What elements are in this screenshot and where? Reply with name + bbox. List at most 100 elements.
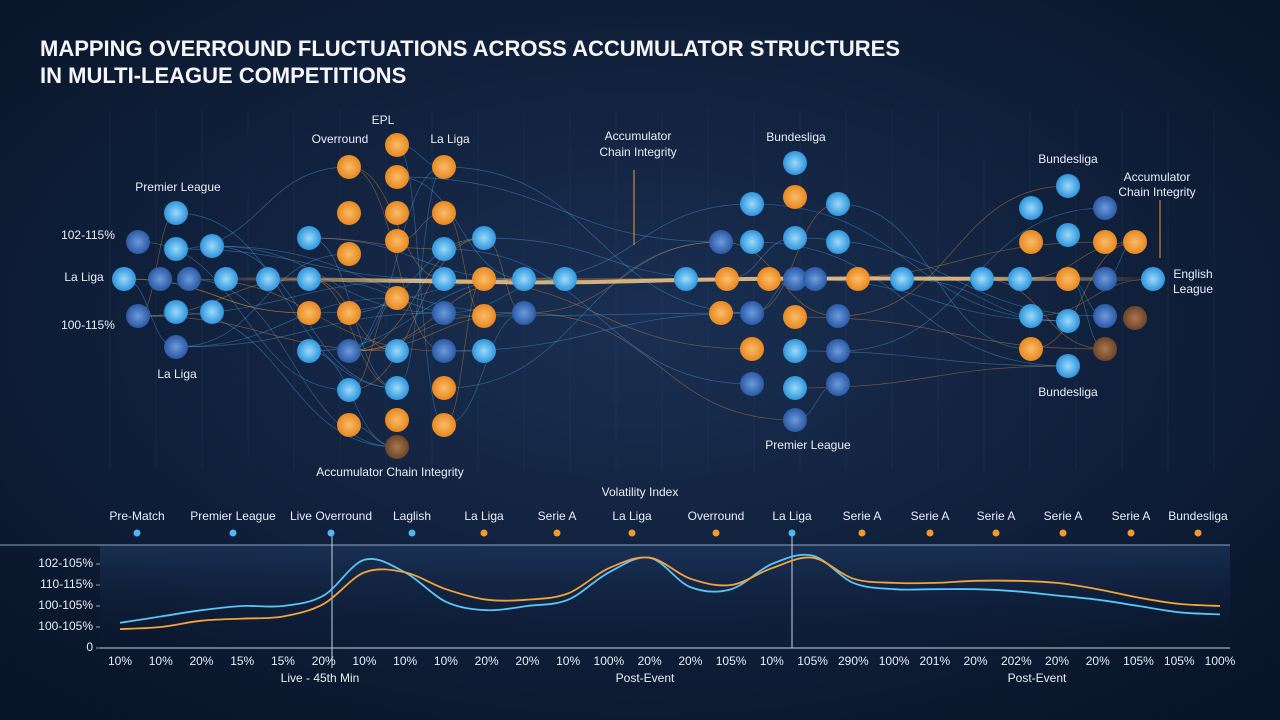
node-label: English (1173, 267, 1212, 281)
node (126, 230, 150, 254)
node-label: Accumulator (605, 129, 672, 143)
node (890, 267, 914, 291)
node (715, 267, 739, 291)
node (337, 413, 361, 437)
node (337, 378, 361, 402)
link (175, 312, 445, 348)
y-tick-label: 0 (86, 640, 93, 654)
marker-label: Bundesliga (1168, 509, 1228, 523)
node (740, 301, 764, 325)
node (148, 267, 172, 291)
x-tick-label: 100% (1205, 654, 1236, 668)
node (512, 301, 536, 325)
node (126, 304, 150, 328)
node (740, 192, 764, 216)
link (348, 315, 485, 352)
node-label: La Liga (157, 367, 197, 381)
node (1008, 267, 1032, 291)
node-label: Bundesliga (1038, 152, 1098, 166)
node (337, 201, 361, 225)
x-tick-label: 15% (271, 654, 295, 668)
x-tick-label: 10% (352, 654, 376, 668)
node (337, 155, 361, 179)
node (1141, 267, 1165, 291)
x-tick-label: 10% (760, 654, 784, 668)
marker-dot (133, 529, 141, 537)
link (443, 312, 753, 352)
node (432, 201, 456, 225)
x-tick-label: 100% (594, 654, 625, 668)
marker-label: Serie A (1112, 509, 1151, 523)
node (337, 301, 361, 325)
node (826, 339, 850, 363)
node-label: Accumulator (1124, 170, 1191, 184)
node (1123, 306, 1147, 330)
node (1093, 267, 1117, 291)
x-tick-label: 20% (678, 654, 702, 668)
series-line (119, 556, 1221, 630)
node (1056, 174, 1080, 198)
annotation: Post-Event (616, 671, 675, 685)
link (396, 176, 525, 280)
marker-dot (1127, 529, 1135, 537)
link (348, 166, 445, 352)
x-tick-label: 20% (189, 654, 213, 668)
node (337, 339, 361, 363)
node (553, 267, 577, 291)
node (432, 376, 456, 400)
marker-label: La Liga (772, 509, 812, 523)
node (826, 230, 850, 254)
x-tick-label: 20% (1086, 654, 1110, 668)
node (472, 267, 496, 291)
link (348, 166, 445, 352)
marker-label: Serie A (538, 509, 577, 523)
node (297, 226, 321, 250)
link (175, 212, 398, 389)
x-tick-label: 10% (393, 654, 417, 668)
node (164, 300, 188, 324)
node (1093, 337, 1117, 361)
marker-label: La Liga (464, 509, 504, 523)
marker-dot (327, 529, 335, 537)
node (826, 192, 850, 216)
node (297, 339, 321, 363)
link (348, 237, 485, 314)
node (1056, 223, 1080, 247)
node (740, 372, 764, 396)
node (385, 435, 409, 459)
node (740, 230, 764, 254)
annotation: Post-Event (1008, 671, 1067, 685)
node (1056, 309, 1080, 333)
node (709, 301, 733, 325)
link (751, 203, 839, 314)
node (783, 185, 807, 209)
link (443, 166, 753, 314)
node-label: 102-115% (61, 228, 115, 242)
x-tick-label: 20% (312, 654, 336, 668)
node-label: Chain Integrity (1118, 185, 1195, 199)
node-label: Accumulator Chain Integrity (316, 465, 463, 479)
node (385, 376, 409, 400)
x-tick-label: 105% (716, 654, 747, 668)
x-tick-label: 100% (879, 654, 910, 668)
marker-label: Premier League (190, 509, 276, 523)
x-tick-label: 20% (475, 654, 499, 668)
node (385, 408, 409, 432)
link (175, 297, 398, 348)
y-tick-label: 102-105% (38, 556, 93, 570)
node (112, 267, 136, 291)
link (523, 312, 796, 421)
x-tick-label: 201% (919, 654, 950, 668)
link (523, 241, 722, 314)
link (175, 253, 350, 348)
link (348, 237, 485, 352)
node (783, 226, 807, 250)
node (432, 267, 456, 291)
link (396, 176, 722, 243)
node (1093, 196, 1117, 220)
node (214, 267, 238, 291)
x-tick-label: 20% (964, 654, 988, 668)
node (164, 237, 188, 261)
node (472, 226, 496, 250)
x-tick-label: 10% (556, 654, 580, 668)
